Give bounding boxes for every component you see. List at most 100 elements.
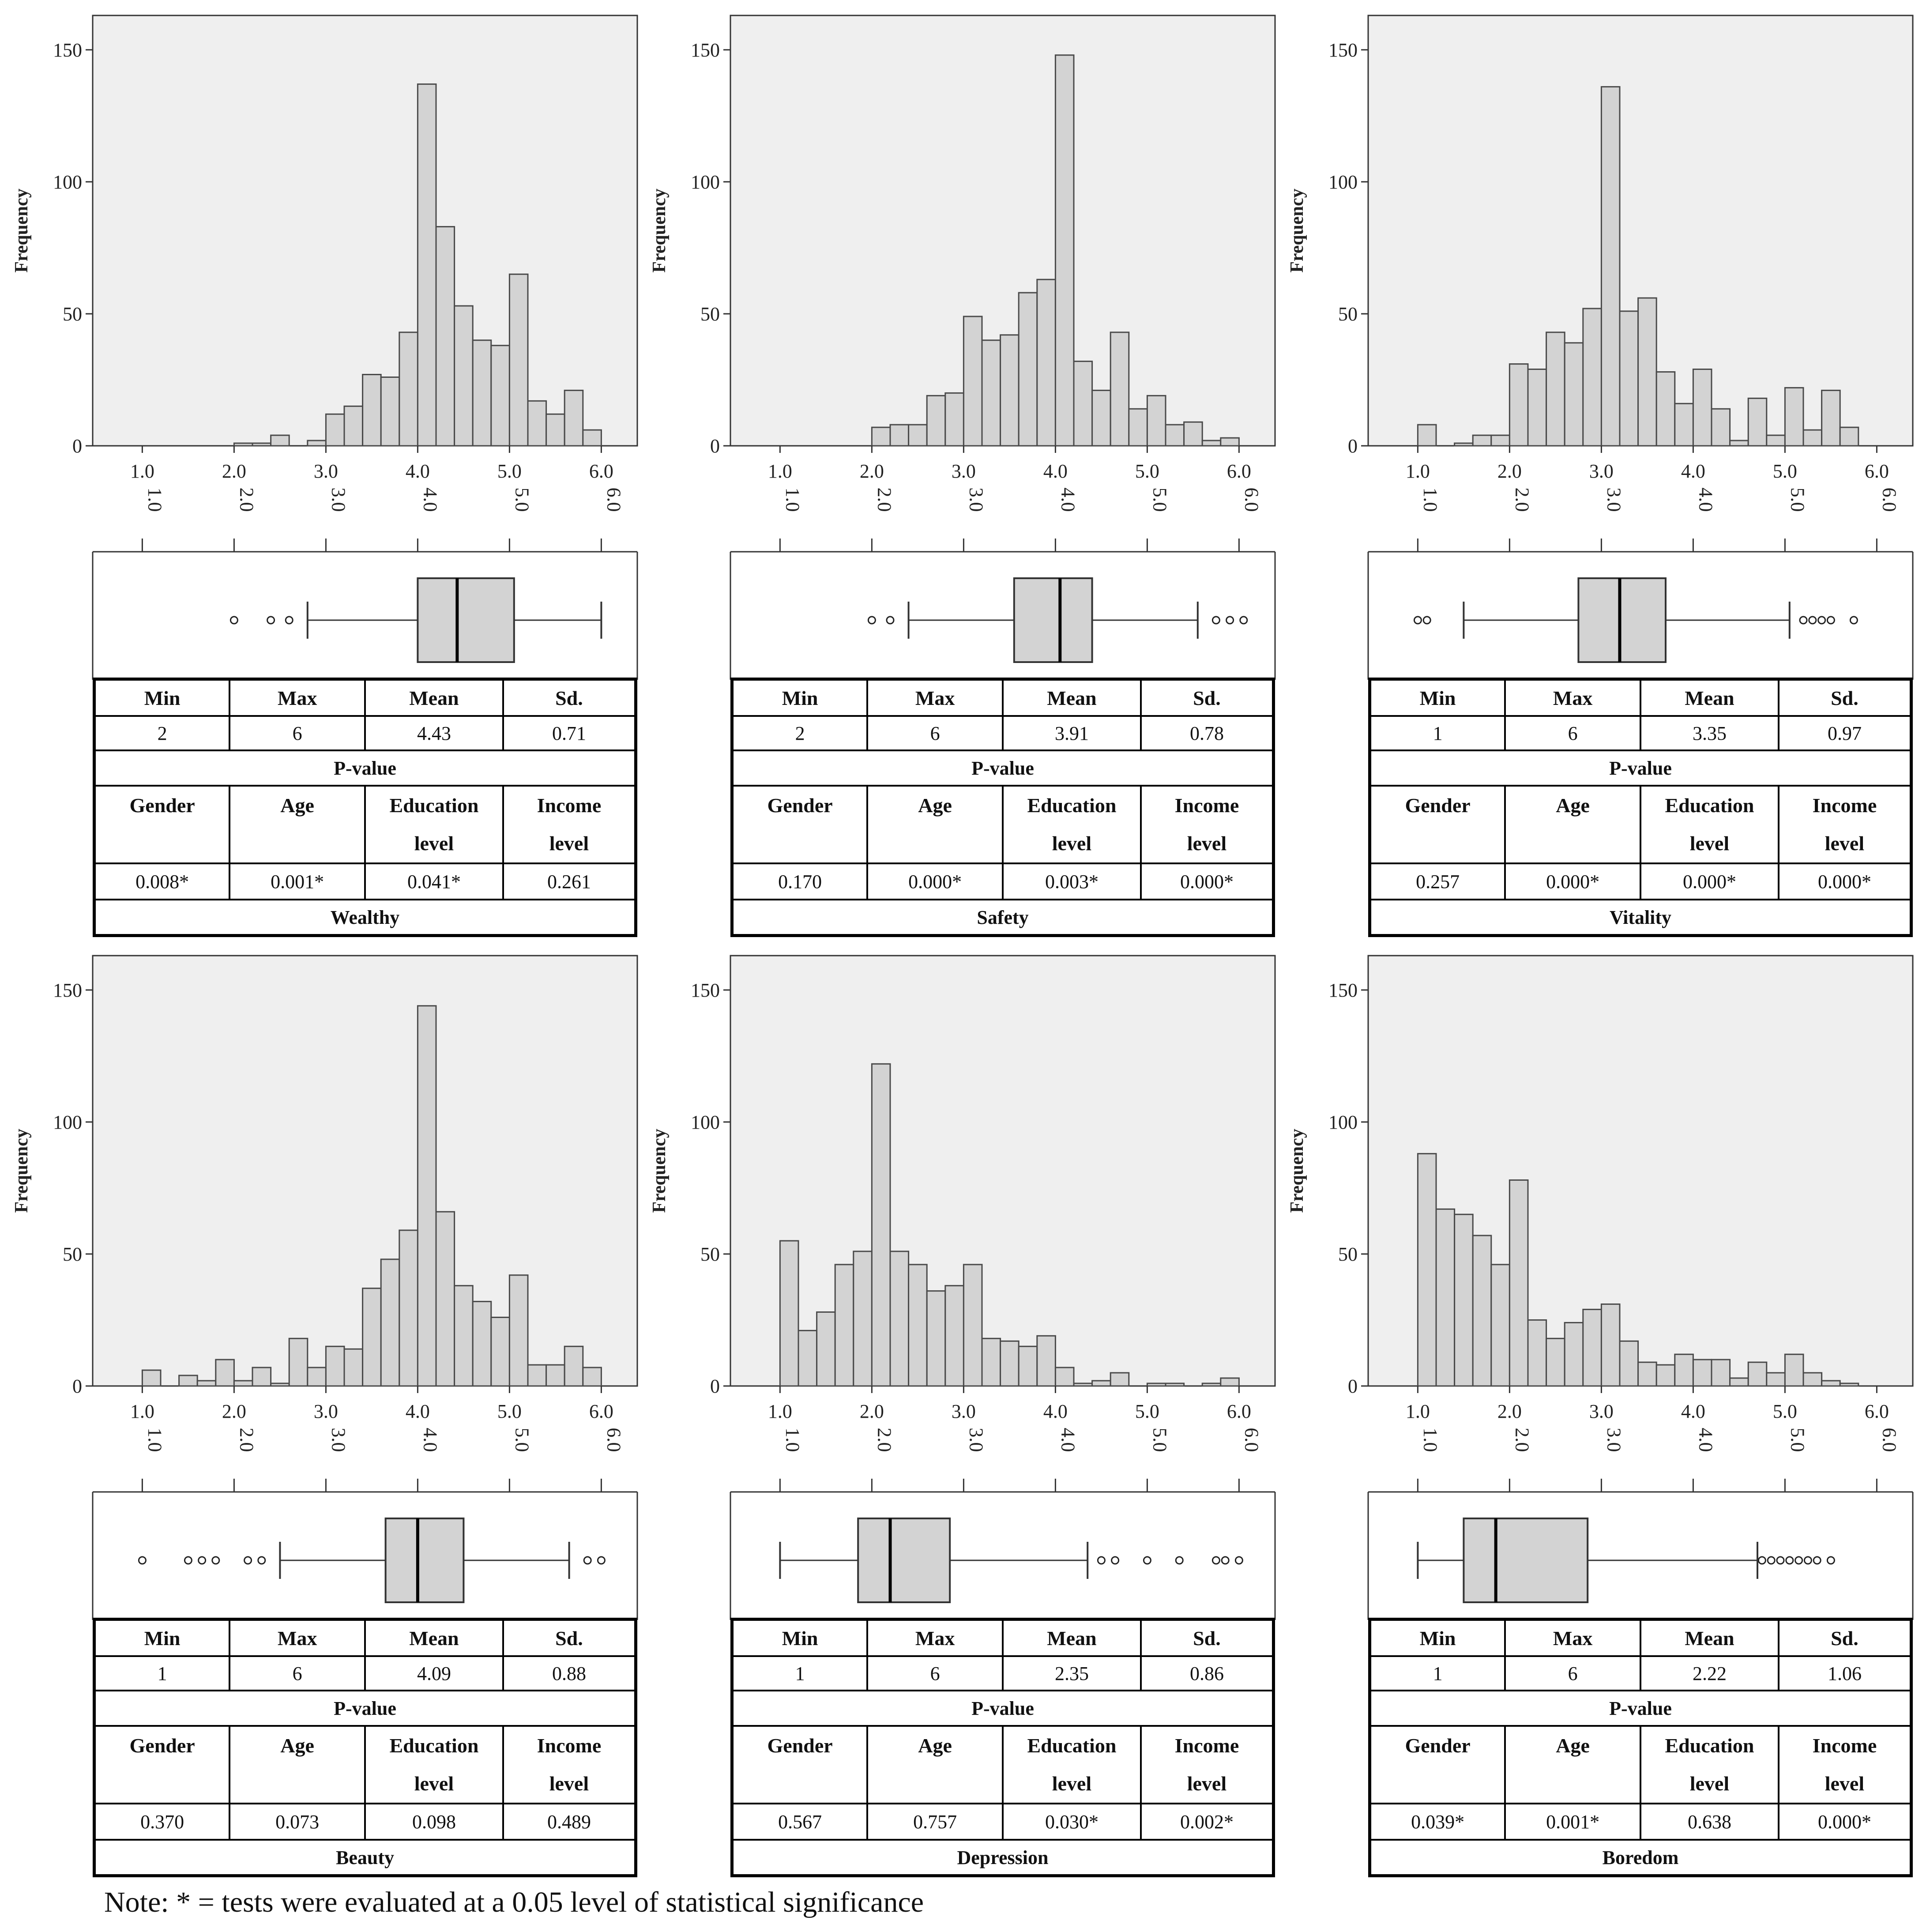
value-max: 6 [229,1655,366,1691]
histogram-bar [816,1311,836,1387]
x-tick-label: 6.0 [1227,1401,1251,1422]
histogram-bar [1091,389,1111,447]
y-tick-label: 0 [1348,1375,1358,1397]
histogram-bar [798,1329,818,1387]
histogram-bar [1490,434,1510,447]
boxplot-tick-label: 4.0 [1057,1428,1079,1452]
header-mean: Mean [1002,1618,1142,1657]
histogram-bar [270,434,290,447]
x-tick-label: 1.0 [130,1401,154,1422]
histogram-bar [490,1316,510,1387]
pvalue-income: 0.002* [1140,1803,1275,1841]
histogram-bar [1165,424,1185,447]
pvalue-gender: 0.370 [93,1803,231,1841]
boxplot-tick-label: 6.0 [603,1428,625,1452]
header-max: Max [866,1618,1004,1657]
value-mean: 3.35 [1640,715,1780,751]
stats-table-boredom: Min Max Mean Sd. 1 6 2.22 1.06 P-value Gender Age E… [1368,1618,1913,1877]
value-max: 6 [1504,715,1641,751]
y-axis-label: Frequency [649,188,670,273]
histogram-bar [871,426,891,447]
stats-table-vitality: Min Max Mean Sd. 1 6 3.35 0.97 P-value Gender Age E… [1368,678,1913,937]
histogram-bar [546,1364,565,1387]
boxplot-tick-label: 2.0 [1511,488,1533,512]
header-mean: Mean [364,1618,504,1657]
histogram-bar [1619,310,1639,447]
histogram-bar [853,1250,873,1387]
y-tick-label: 100 [691,171,720,193]
boxplot-frame [92,551,638,680]
histogram-bar [343,1348,364,1387]
histogram-bar [1674,403,1694,447]
boxplot-tick-label: 2.0 [873,488,895,512]
boxplot-outlier [1422,616,1431,625]
boxplot-outlier [597,1556,606,1565]
header-income-level: Income level [1777,785,1912,864]
header-age: Age [1504,1725,1641,1804]
header-max: Max [866,678,1004,717]
histogram-bar [1454,442,1474,447]
x-tick-label: 5.0 [1135,460,1159,482]
header-min: Min [93,1618,231,1657]
boxplot-tick-label: 6.0 [1878,1428,1900,1452]
boxplot-tick-label: 3.0 [327,1428,349,1452]
boxplot-outlier [1097,1556,1106,1565]
value-max: 6 [229,715,366,751]
histogram-bar [196,1380,217,1387]
histogram-wealthy: 0 50 100 150 Frequency 1.0 2.0 3.0 4.0 5.0 6.0 1.0 2… [11,15,638,680]
boxplot-tick-label: 4.0 [419,488,441,512]
header-education-level: Education level [364,785,504,864]
boxplot-outlier [1413,616,1422,625]
boxplot-frame [730,1491,1276,1620]
pvalue-header: P-value [1369,749,1912,787]
histogram-bar [1220,437,1240,447]
boxplot-tick-label: 1.0 [782,1428,803,1452]
histogram-bar [1036,1335,1056,1387]
header-sd: Sd. [1140,1618,1275,1657]
histogram-bar [1435,1208,1456,1387]
header-min: Min [1369,1618,1506,1657]
histogram-bar [380,376,400,447]
y-axis-label: Frequency [11,188,32,273]
y-tick-label: 0 [72,435,82,457]
header-min: Min [1369,678,1506,717]
x-tick-label: 1.0 [130,460,154,482]
variable-name: Vitality [1369,899,1912,937]
histogram-bar [908,1264,928,1387]
histogram-bar [1527,1319,1547,1387]
histogram-bar [233,442,253,447]
histogram-bar [1729,440,1749,447]
histogram-bar [1729,1377,1749,1387]
pvalue-header: P-value [93,1690,637,1727]
x-tick-label: 3.0 [314,460,338,482]
panel-wealthy: 0 50 100 150 Frequency 1.0 2.0 3.0 4.0 5.0 6.0 1.0 2… [0,0,638,937]
histogram-bar [490,345,510,447]
header-education-level: Education level [1640,785,1780,864]
footnote: Note: * = tests were evaluated at a 0.05… [104,1886,924,1918]
boxplot-outlier [1111,1556,1120,1565]
header-min: Min [731,1618,869,1657]
x-tick-label: 1.0 [768,1401,792,1422]
y-tick-label: 50 [700,1243,720,1265]
y-tick-label: 50 [700,303,720,325]
pvalue-income: 0.489 [502,1803,637,1841]
histogram-bar [1637,1361,1657,1387]
x-tick-label: 1.0 [1406,1401,1430,1422]
histogram-vitality: 0 50 100 150 Frequency 1.0 2.0 3.0 4.0 5.0 6.0 1.0 2… [1287,15,1914,680]
histogram-bar [252,442,272,447]
x-tick-label: 3.0 [314,1401,338,1422]
histogram-bar [1054,54,1075,447]
x-tick-label: 4.0 [1043,1401,1068,1422]
header-income-level: Income level [1777,1725,1912,1804]
x-tick-label: 2.0 [1497,460,1522,482]
histogram-boredom: 0 50 100 150 Frequency 1.0 2.0 3.0 4.0 5.0 6.0 1.0 2… [1287,955,1914,1620]
histogram-bar [1546,331,1565,447]
histogram-bar [1054,1367,1075,1387]
histogram-bar [1073,1382,1093,1387]
histogram-bar [1201,440,1222,447]
histogram-bar [926,395,946,447]
header-sd: Sd. [502,678,637,717]
pvalue-header: P-value [731,1690,1275,1727]
histogram-bar [1747,397,1768,447]
pvalue-header: P-value [1369,1690,1912,1727]
